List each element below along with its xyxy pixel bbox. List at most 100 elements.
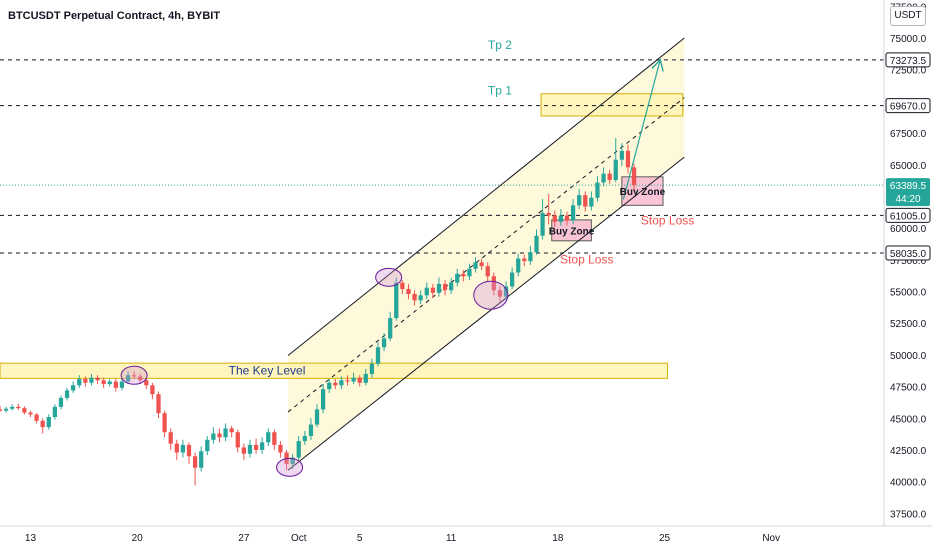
candle-body bbox=[83, 378, 88, 383]
candle bbox=[320, 384, 326, 414]
candle-body bbox=[247, 444, 253, 454]
candle bbox=[589, 191, 594, 211]
candle-body bbox=[138, 376, 143, 381]
candle bbox=[174, 439, 179, 461]
candle-body bbox=[570, 205, 576, 221]
candle-body bbox=[113, 381, 118, 388]
candle-body bbox=[485, 266, 490, 277]
candle bbox=[186, 442, 192, 464]
candle-body bbox=[229, 428, 234, 433]
time-tick-label: Nov bbox=[762, 533, 780, 544]
candle-body bbox=[119, 381, 125, 388]
candle-body bbox=[162, 413, 167, 433]
candle-body bbox=[156, 394, 161, 414]
candle bbox=[46, 414, 51, 430]
candle-body bbox=[613, 159, 618, 180]
candle bbox=[64, 387, 70, 401]
candle-body bbox=[388, 318, 393, 339]
candle-body bbox=[10, 406, 15, 409]
candle bbox=[442, 280, 448, 296]
candle bbox=[217, 428, 222, 443]
candle-body bbox=[235, 432, 240, 448]
candle bbox=[168, 428, 173, 450]
candle-body bbox=[320, 389, 326, 410]
channel-lower-line bbox=[287, 156, 685, 471]
candle bbox=[22, 406, 27, 415]
time-tick-label: Oct bbox=[291, 533, 307, 544]
price-line-badge-label: 73273.5 bbox=[890, 56, 927, 67]
candle-body bbox=[357, 377, 362, 383]
candle bbox=[540, 198, 545, 240]
candle-body bbox=[199, 451, 204, 468]
candle-body bbox=[107, 381, 112, 385]
candle bbox=[369, 358, 375, 378]
candle-body bbox=[205, 439, 210, 452]
candle bbox=[424, 282, 429, 300]
candle-body bbox=[168, 432, 173, 444]
candle bbox=[253, 438, 259, 454]
candle-body bbox=[473, 262, 478, 269]
current-price-label: 63389.5 bbox=[890, 181, 927, 192]
candle bbox=[199, 446, 204, 472]
candle bbox=[95, 375, 100, 385]
candle-body bbox=[394, 282, 399, 319]
candle bbox=[455, 268, 460, 287]
candle bbox=[40, 418, 45, 434]
candle-body bbox=[552, 215, 557, 222]
candle-body bbox=[546, 212, 551, 216]
candle bbox=[564, 211, 570, 226]
tp-1-annotation: Tp 1 bbox=[488, 83, 512, 97]
candle bbox=[241, 443, 246, 461]
bar-countdown-label: 44:20 bbox=[895, 194, 920, 205]
candle-body bbox=[144, 380, 149, 386]
candle bbox=[156, 391, 161, 419]
candle bbox=[180, 439, 186, 458]
candle-body bbox=[150, 385, 155, 395]
candle-body bbox=[424, 287, 429, 296]
candle-body bbox=[461, 273, 466, 277]
candle bbox=[497, 286, 503, 302]
price-tick-label: 37500.0 bbox=[890, 509, 927, 520]
candle bbox=[278, 441, 283, 458]
candle-body bbox=[217, 433, 222, 438]
candle-body bbox=[64, 390, 70, 398]
zone-box-1 bbox=[540, 93, 684, 117]
candle bbox=[223, 423, 228, 442]
candle bbox=[625, 144, 631, 174]
candle bbox=[522, 254, 527, 267]
candle-body bbox=[375, 347, 381, 364]
zone-label-buy-zone: Buy Zone bbox=[549, 226, 595, 237]
candle-body bbox=[467, 268, 472, 277]
candle-body bbox=[327, 382, 332, 390]
candle bbox=[266, 428, 271, 447]
time-tick-label: 11 bbox=[446, 533, 457, 544]
candle bbox=[613, 138, 618, 183]
candle-body bbox=[540, 212, 545, 236]
currency-unit-button[interactable]: USDT bbox=[890, 6, 926, 26]
current-price-badge bbox=[886, 178, 930, 207]
candle-body bbox=[302, 436, 307, 442]
candle bbox=[260, 437, 265, 454]
candle-body bbox=[211, 433, 216, 440]
price-tick-label: 67500.0 bbox=[890, 129, 927, 140]
candle bbox=[296, 436, 301, 461]
candle-body bbox=[631, 167, 637, 186]
candle-body bbox=[442, 283, 448, 291]
candle-body bbox=[406, 288, 411, 295]
candle bbox=[528, 245, 533, 265]
candle-body bbox=[46, 416, 51, 428]
price-tick-label: 52500.0 bbox=[890, 319, 927, 330]
candle-body bbox=[278, 444, 283, 453]
candle bbox=[333, 378, 338, 390]
candle bbox=[491, 272, 496, 296]
price-line-badge-label: 69670.0 bbox=[890, 102, 927, 113]
candle bbox=[363, 368, 368, 386]
candle bbox=[71, 381, 76, 393]
time-tick-label: 25 bbox=[659, 533, 671, 544]
candle bbox=[388, 311, 393, 341]
candle bbox=[113, 378, 118, 392]
candle-body bbox=[436, 283, 442, 293]
zone-label-buy-zone: Buy Zone bbox=[620, 187, 666, 198]
candle-body bbox=[52, 406, 58, 417]
